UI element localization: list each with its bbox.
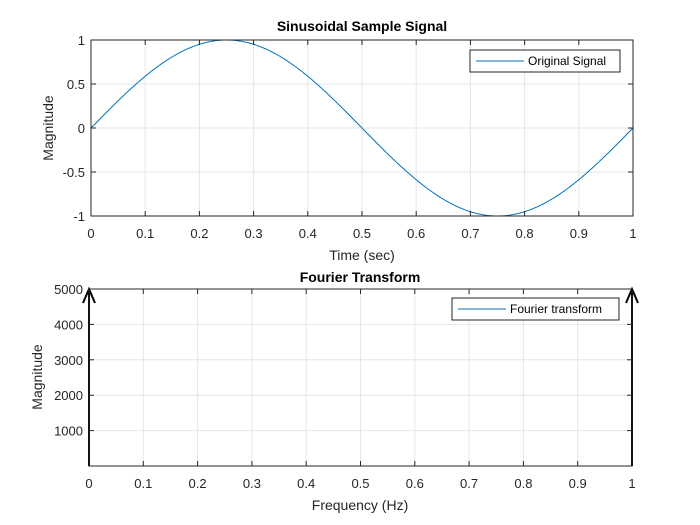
signal-plot-xtick-label: 0.1 bbox=[136, 226, 154, 241]
signal-plot-legend-label: Original Signal bbox=[528, 54, 606, 68]
signal-plot-xtick-label: 0.5 bbox=[353, 226, 371, 241]
signal-plot-xtick-label: 0.9 bbox=[570, 226, 588, 241]
fourier-plot-ylabel: Magnitude bbox=[29, 344, 45, 410]
signal-plot-xtick-label: 0.2 bbox=[190, 226, 208, 241]
fourier-plot-legend: Fourier transform bbox=[451, 297, 620, 321]
fourier-plot-xtick-label: 0.5 bbox=[351, 476, 369, 491]
fourier-plot-xtick-label: 0.8 bbox=[514, 476, 532, 491]
fourier-plot-legend-label: Fourier transform bbox=[510, 302, 602, 316]
signal-plot-ytick-label: 1 bbox=[78, 33, 85, 48]
fourier-plot-ytick-label: 1000 bbox=[54, 424, 83, 439]
signal-plot-legend-box bbox=[469, 49, 621, 73]
fourier-plot-ytick-label: 5000 bbox=[54, 282, 83, 297]
signal-plot-xtick-label: 0 bbox=[87, 226, 94, 241]
fourier-plot-xtick-label: 1 bbox=[628, 476, 635, 491]
signal-plot-lines bbox=[90, 39, 634, 217]
signal-plot: 0 0.1 0.2 0.3 0.4 0.5 0.6 0.7 0.8 0.9 1 -1 -0.5 0 0.5 1… bbox=[40, 18, 637, 263]
signal-plot-ytick-label: -0.5 bbox=[63, 165, 85, 180]
signal-plot-xtick-label: 0.4 bbox=[299, 226, 317, 241]
fourier-plot-xtick-label: 0.1 bbox=[134, 476, 152, 491]
fourier-plot: 0 0.1 0.2 0.3 0.4 0.5 0.6 0.7 0.8 0.9 1 1000 2000 300… bbox=[29, 269, 639, 513]
signal-plot-xtick-label: 0.8 bbox=[516, 226, 534, 241]
fourier-plot-xtick-label: 0.6 bbox=[406, 476, 424, 491]
fourier-plot-xtick-label: 0.2 bbox=[189, 476, 207, 491]
signal-plot-series-line bbox=[90, 39, 634, 217]
fourier-plot-legend-box bbox=[451, 297, 620, 321]
signal-plot-ytick-label: 0.5 bbox=[67, 77, 85, 92]
fourier-plot-ytick-label: 4000 bbox=[54, 317, 83, 332]
fourier-plot-ytick-label: 3000 bbox=[54, 353, 83, 368]
fourier-plot-xtick-label: 0 bbox=[85, 476, 92, 491]
fourier-plot-xtick-label: 0.4 bbox=[297, 476, 315, 491]
fourier-plot-xtick-label: 0.7 bbox=[460, 476, 478, 491]
fourier-plot-xtick-label: 0.3 bbox=[243, 476, 261, 491]
signal-plot-xlabel: Time (sec) bbox=[329, 247, 395, 263]
fourier-plot-xtick-label: 0.9 bbox=[569, 476, 587, 491]
signal-plot-xtick-label: 0.7 bbox=[461, 226, 479, 241]
fourier-plot-title: Fourier Transform bbox=[300, 269, 421, 285]
signal-plot-legend: Original Signal bbox=[469, 49, 621, 73]
signal-plot-ylabel: Magnitude bbox=[40, 95, 56, 161]
fourier-plot-ticks: 0 0.1 0.2 0.3 0.4 0.5 0.6 0.7 0.8 0.9 1 1000 2000 300… bbox=[54, 282, 636, 491]
signal-plot-ytick-label: -1 bbox=[73, 209, 85, 224]
signal-plot-ticks: 0 0.1 0.2 0.3 0.4 0.5 0.6 0.7 0.8 0.9 1 -1 -0.5 0 0.5 1 bbox=[63, 33, 637, 241]
signal-plot-xtick-label: 0.3 bbox=[245, 226, 263, 241]
fourier-plot-xlabel: Frequency (Hz) bbox=[312, 497, 408, 513]
fourier-plot-ytick-label: 2000 bbox=[54, 388, 83, 403]
signal-plot-xtick-label: 0.6 bbox=[407, 226, 425, 241]
signal-plot-title: Sinusoidal Sample Signal bbox=[277, 18, 447, 34]
signal-plot-ytick-label: 0 bbox=[78, 121, 85, 136]
signal-plot-xtick-label: 1 bbox=[629, 226, 636, 241]
